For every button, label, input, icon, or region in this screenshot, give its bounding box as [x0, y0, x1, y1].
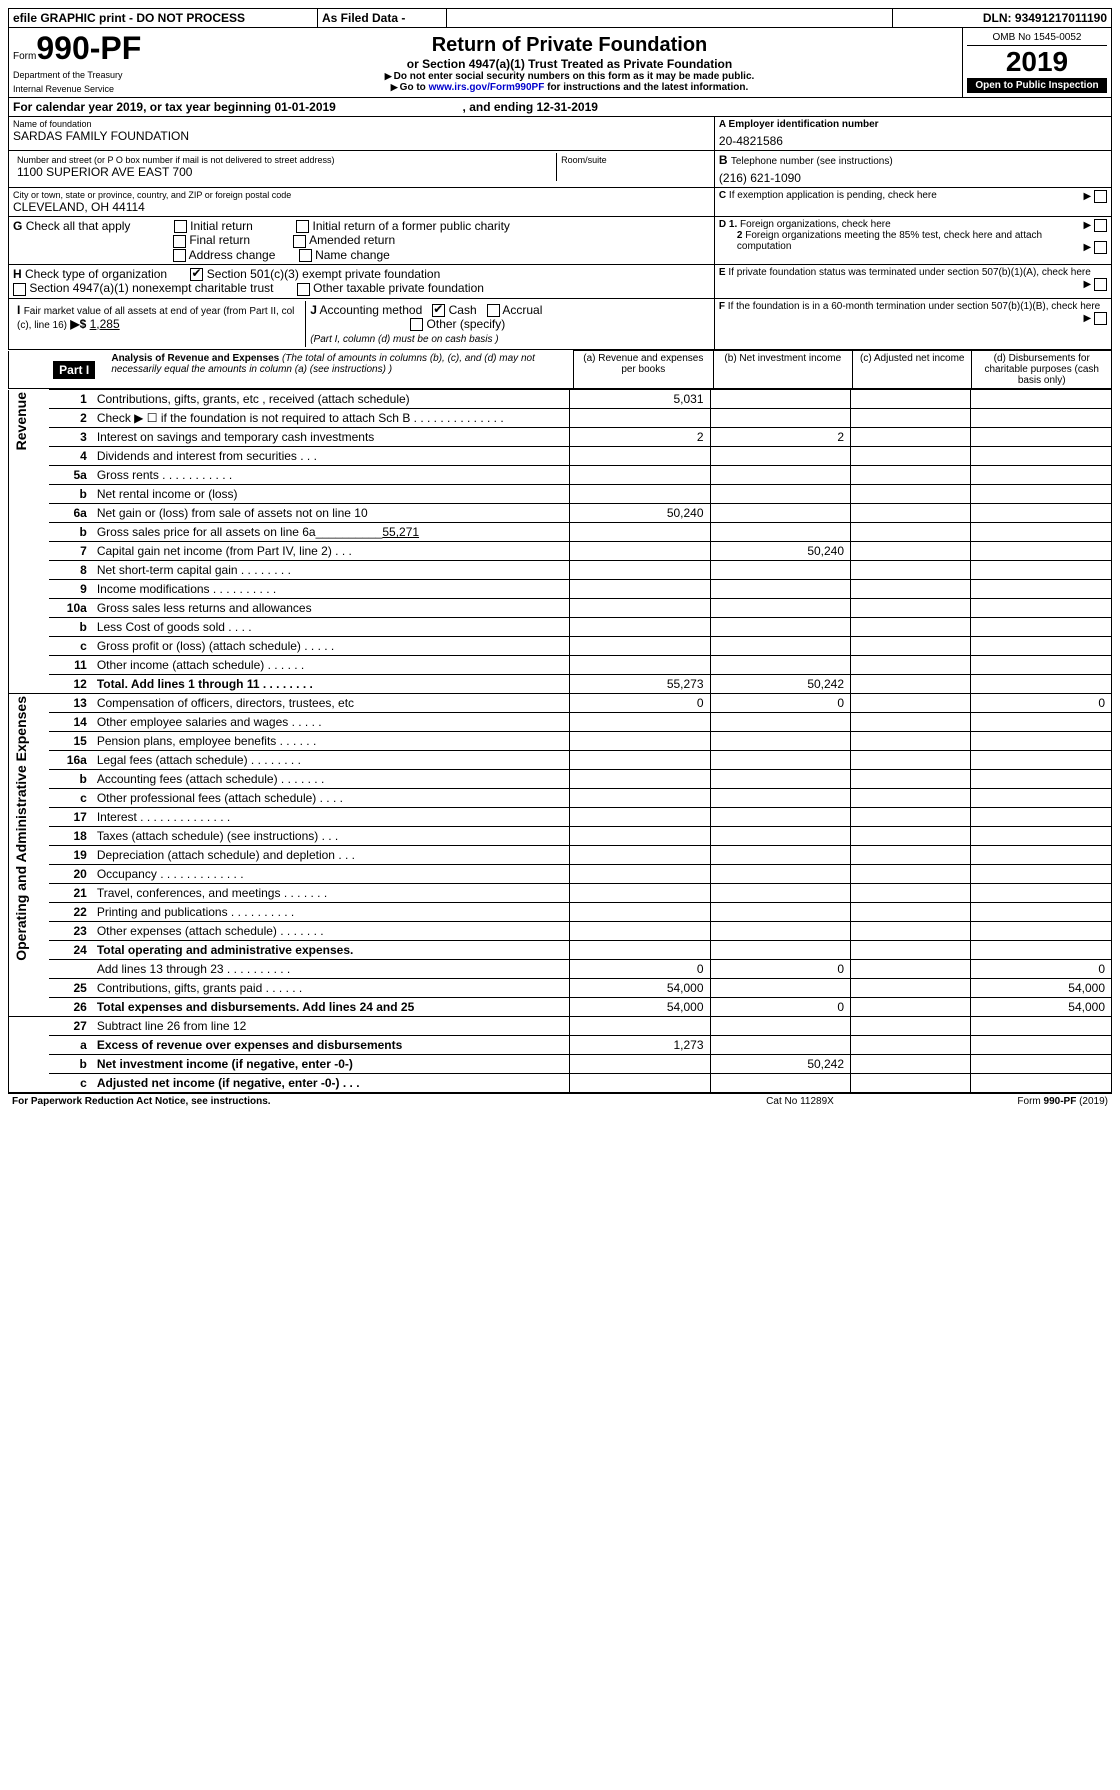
form-page: efile GRAPHIC print - DO NOT PROCESS As …: [8, 8, 1112, 1109]
table-row: bGross sales price for all assets on lin…: [9, 523, 1112, 542]
table-row: bLess Cost of goods sold . . . .: [9, 618, 1112, 637]
table-row: 25Contributions, gifts, grants paid . . …: [9, 979, 1112, 998]
table-row: 5aGross rents . . . . . . . . . . .: [9, 466, 1112, 485]
form-subtitle: or Section 4947(a)(1) Trust Treated as P…: [181, 57, 958, 71]
address: 1100 SUPERIOR AVE EAST 700: [17, 165, 552, 179]
table-row: cGross profit or (loss) (attach schedule…: [9, 637, 1112, 656]
table-row: 27Subtract line 26 from line 12: [9, 1017, 1112, 1036]
table-row: Operating and Administrative Expenses13C…: [9, 694, 1112, 713]
calendar-year-row: For calendar year 2019, or tax year begi…: [8, 98, 1112, 117]
table-row: aExcess of revenue over expenses and dis…: [9, 1036, 1112, 1055]
col-a-head: (a) Revenue and expenses per books: [574, 351, 714, 389]
dln: DLN: 93491217011190: [893, 9, 1112, 28]
table-row: 16aLegal fees (attach schedule) . . . . …: [9, 751, 1112, 770]
j-other[interactable]: [410, 318, 423, 331]
e-checkbox[interactable]: [1094, 278, 1107, 291]
title-block: Form990-PF Department of the Treasury In…: [8, 28, 1112, 98]
col-d-head: (d) Disbursements for charitable purpose…: [972, 351, 1112, 389]
form-title: Return of Private Foundation: [181, 34, 958, 57]
table-row: 14Other employee salaries and wages . . …: [9, 713, 1112, 732]
g-initial[interactable]: [174, 220, 187, 233]
h-501c3[interactable]: [190, 268, 203, 281]
table-row: Add lines 13 through 23 . . . . . . . . …: [9, 960, 1112, 979]
table-row: 4Dividends and interest from securities …: [9, 447, 1112, 466]
irs-link[interactable]: www.irs.gov/Form990PF: [429, 82, 545, 93]
j-accrual[interactable]: [487, 304, 500, 317]
fmv-value: 1,285: [90, 317, 120, 331]
col-b-head: (b) Net investment income: [713, 351, 853, 389]
f-checkbox[interactable]: [1094, 312, 1107, 325]
open-inspection: Open to Public Inspection: [967, 78, 1107, 93]
table-row: 2Check ▶ ☐ if the foundation is not requ…: [9, 409, 1112, 428]
footer: For Paperwork Reduction Act Notice, see …: [8, 1093, 1112, 1109]
g-final[interactable]: [173, 235, 186, 248]
table-row: 11Other income (attach schedule) . . . .…: [9, 656, 1112, 675]
table-row: 26Total expenses and disbursements. Add …: [9, 998, 1112, 1017]
g-d-block: G Check all that apply Initial return In…: [8, 217, 1112, 350]
table-row: 17Interest . . . . . . . . . . . . . .: [9, 808, 1112, 827]
part1-table: Revenue1Contributions, gifts, grants, et…: [8, 389, 1112, 1093]
identity-block: Name of foundation SARDAS FAMILY FOUNDAT…: [8, 117, 1112, 217]
table-row: 18Taxes (attach schedule) (see instructi…: [9, 827, 1112, 846]
table-row: 12Total. Add lines 1 through 11 . . . . …: [9, 675, 1112, 694]
table-row: 15Pension plans, employee benefits . . .…: [9, 732, 1112, 751]
efile-notice: efile GRAPHIC print - DO NOT PROCESS: [9, 9, 318, 28]
table-row: 6aNet gain or (loss) from sale of assets…: [9, 504, 1112, 523]
table-row: 24Total operating and administrative exp…: [9, 941, 1112, 960]
table-row: cAdjusted net income (if negative, enter…: [9, 1074, 1112, 1093]
g-address[interactable]: [173, 249, 186, 262]
part-label: Part I: [53, 361, 95, 379]
g-name[interactable]: [299, 249, 312, 262]
foundation-name: SARDAS FAMILY FOUNDATION: [13, 129, 710, 143]
table-row: 22Printing and publications . . . . . . …: [9, 903, 1112, 922]
c-checkbox[interactable]: [1094, 190, 1107, 203]
table-row: 7Capital gain net income (from Part IV, …: [9, 542, 1112, 561]
table-row: 8Net short-term capital gain . . . . . .…: [9, 561, 1112, 580]
table-row: cOther professional fees (attach schedul…: [9, 789, 1112, 808]
table-row: 21Travel, conferences, and meetings . . …: [9, 884, 1112, 903]
as-filed: As Filed Data -: [318, 9, 447, 28]
g-amended[interactable]: [293, 235, 306, 248]
h-4947[interactable]: [13, 283, 26, 296]
j-cash[interactable]: [432, 304, 445, 317]
table-row: 9Income modifications . . . . . . . . . …: [9, 580, 1112, 599]
table-row: 10aGross sales less returns and allowanc…: [9, 599, 1112, 618]
table-row: Revenue1Contributions, gifts, grants, et…: [9, 390, 1112, 409]
part1-header: Part I Analysis of Revenue and Expenses …: [8, 350, 1112, 389]
col-c-head: (c) Adjusted net income: [853, 351, 972, 389]
ein: 20-4821586: [719, 130, 1107, 148]
table-row: 20Occupancy . . . . . . . . . . . . .: [9, 865, 1112, 884]
h-other-tax[interactable]: [297, 283, 310, 296]
d1-checkbox[interactable]: [1094, 219, 1107, 232]
table-row: bAccounting fees (attach schedule) . . .…: [9, 770, 1112, 789]
top-bar: efile GRAPHIC print - DO NOT PROCESS As …: [8, 8, 1112, 28]
city-line: CLEVELAND, OH 44114: [13, 200, 710, 214]
table-row: 19Depreciation (attach schedule) and dep…: [9, 846, 1112, 865]
g-initial-former[interactable]: [296, 220, 309, 233]
d2-checkbox[interactable]: [1094, 241, 1107, 254]
table-row: 23Other expenses (attach schedule) . . .…: [9, 922, 1112, 941]
phone: (216) 621-1090: [719, 167, 1107, 185]
table-row: 3Interest on savings and temporary cash …: [9, 428, 1112, 447]
table-row: bNet rental income or (loss): [9, 485, 1112, 504]
table-row: bNet investment income (if negative, ent…: [9, 1055, 1112, 1074]
